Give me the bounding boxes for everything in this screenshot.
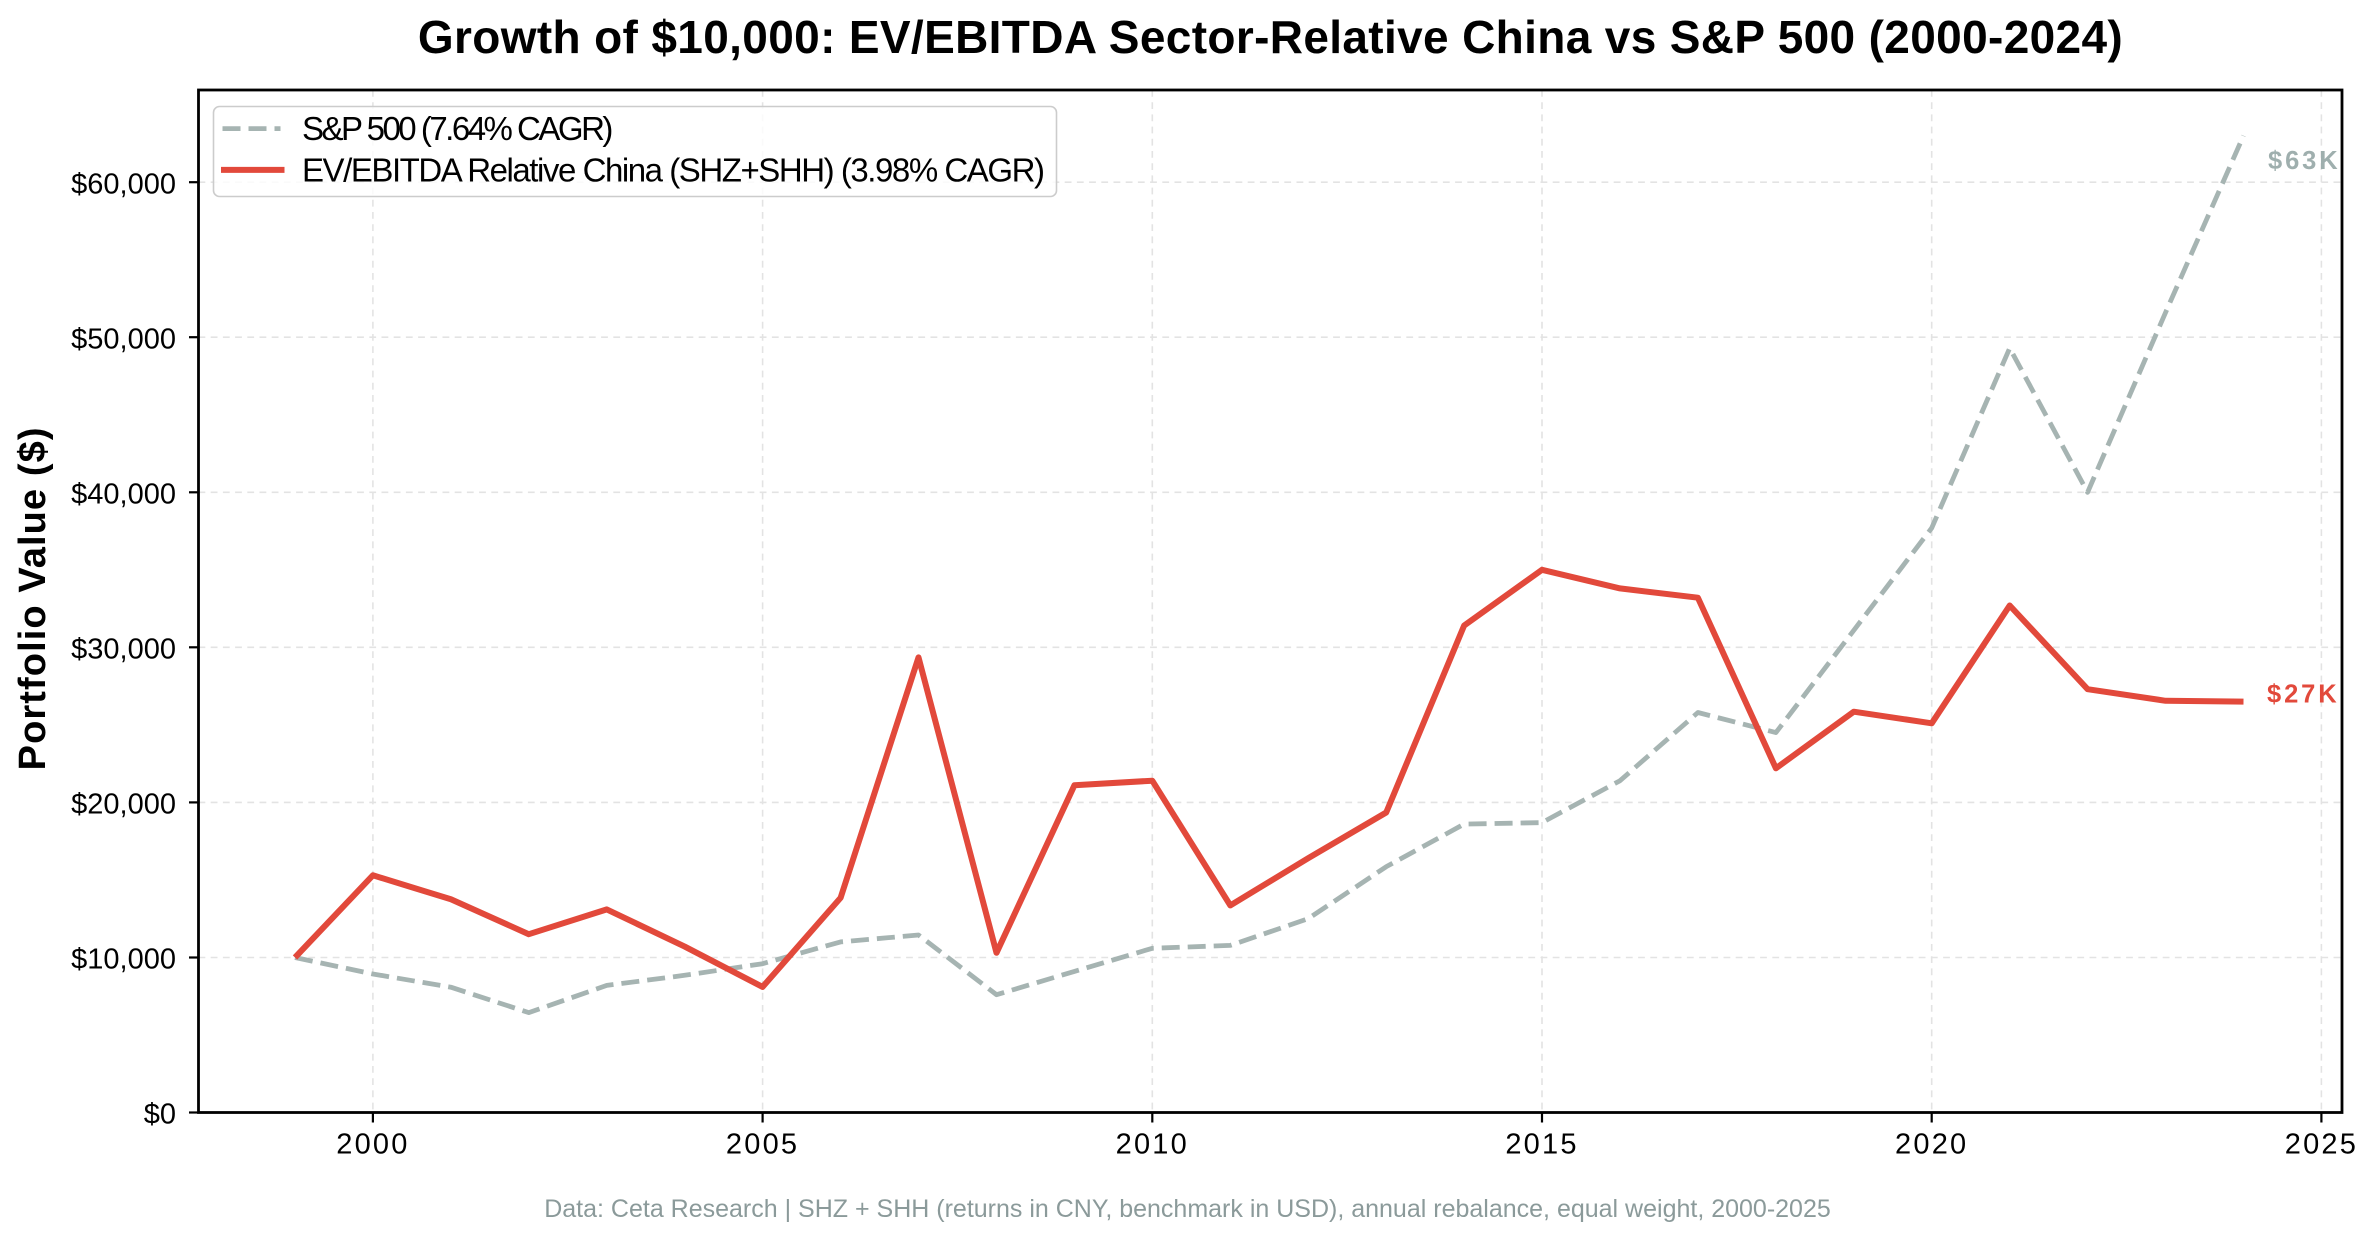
svg-text:$40,000: $40,000 <box>71 479 176 511</box>
svg-text:2025: 2025 <box>2285 1128 2358 1160</box>
svg-text:Portfolio Value ($): Portfolio Value ($) <box>12 426 54 770</box>
svg-text:$60,000: $60,000 <box>71 168 176 200</box>
svg-text:S&P 500 (7.64% CAGR): S&P 500 (7.64% CAGR) <box>302 110 611 147</box>
svg-text:Data: Ceta Research | SHZ + SH: Data: Ceta Research | SHZ + SHH (returns… <box>544 1195 1831 1223</box>
svg-text:2020: 2020 <box>1895 1128 1968 1160</box>
svg-text:2015: 2015 <box>1505 1128 1578 1160</box>
svg-text:$30,000: $30,000 <box>71 634 176 666</box>
svg-text:Growth of $10,000: EV/EBITDA S: Growth of $10,000: EV/EBITDA Sector-Rela… <box>418 11 2123 63</box>
svg-text:$20,000: $20,000 <box>71 789 176 821</box>
svg-text:2005: 2005 <box>726 1128 799 1160</box>
svg-text:$63K: $63K <box>2268 147 2341 175</box>
svg-text:$27K: $27K <box>2267 681 2340 709</box>
svg-text:EV/EBITDA Relative China (SHZ+: EV/EBITDA Relative China (SHZ+SHH) (3.98… <box>302 151 1044 188</box>
svg-text:2010: 2010 <box>1116 1128 1189 1160</box>
svg-text:$50,000: $50,000 <box>71 323 176 355</box>
svg-text:$0: $0 <box>144 1099 176 1131</box>
svg-text:$10,000: $10,000 <box>71 944 176 976</box>
svg-text:2000: 2000 <box>336 1128 409 1160</box>
